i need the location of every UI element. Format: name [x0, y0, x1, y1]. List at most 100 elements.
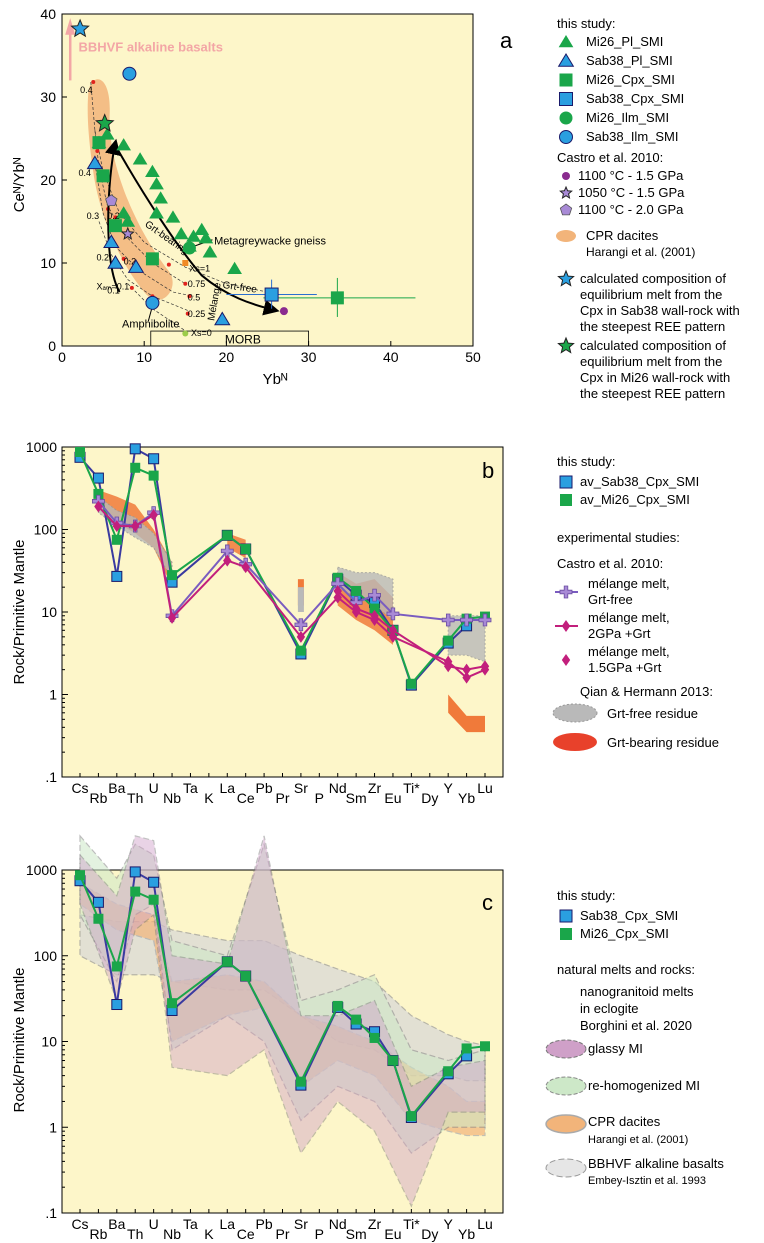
series-1-4-pt-Zr: [370, 609, 379, 622]
legend-c-this-study: this study:: [557, 888, 616, 903]
point-Mi26_Pl_SMI-8: [165, 210, 181, 223]
spider-1-ytick-label-2: 10: [41, 604, 57, 620]
spider-1-cat-P: P: [315, 790, 324, 806]
legend-c-bbhvf: BBHVF alkaline basalts: [588, 1156, 724, 1171]
spider-2-cat-Ba: Ba: [108, 1216, 125, 1232]
series-1-2-pt-La: [220, 544, 234, 558]
series-1-1-pt-U: [148, 470, 159, 481]
legend-c-rehomog-swatch: [545, 1076, 587, 1096]
castro-point-2-0: [105, 194, 118, 207]
series-1-3-pt-Yb: [462, 671, 471, 684]
series-1-1-pt-La: [222, 530, 233, 541]
spider-1-cat-Y: Y: [444, 780, 454, 796]
series-1-1-pt-Y: [443, 635, 454, 646]
series-1-0-pt-Ba: [111, 570, 123, 582]
point-Mi26_Pl_SMI-3: [132, 152, 148, 165]
a-xtick-label-5: 50: [465, 349, 481, 365]
mixing-point-6: [183, 281, 188, 286]
legend-b-marker-0: [559, 475, 573, 489]
legend-b-castro-0-l2: Grt-free: [588, 592, 633, 607]
legend-c-bbhvf-swatch: [545, 1158, 587, 1178]
legend-a-calc-1-line-1: equilibrium melt from the: [580, 354, 722, 369]
point-Mi26_Pl_SMI-4: [145, 164, 160, 177]
spider-2-cat-K: K: [204, 1226, 214, 1242]
series-2-1-pt-Sr: [295, 1076, 306, 1087]
point-Mi26_Pl_SMI-5: [149, 177, 164, 190]
a-ytick-label-0: 0: [48, 338, 56, 354]
point-Sab38_Ilm_SMI-0: [122, 66, 137, 81]
panel-b-y-axis-label: Rock/Primitive Mantle: [11, 539, 28, 684]
calculated-melt-Sab38: [70, 18, 90, 38]
spider-1-cat-Ta: Ta: [183, 780, 198, 796]
series-2-1-pt-Ti*: [406, 1111, 417, 1122]
amphibolite-label: Amphibolite: [122, 319, 179, 331]
spider-2-cat-Ti*: Ti*: [403, 1216, 420, 1232]
spider-1-cat-Dy: Dy: [421, 790, 438, 806]
legend-b-grt-bearing-swatch: [553, 733, 597, 751]
bbhvf-label: BBHVF alkaline basalts: [78, 39, 223, 54]
legend-a-this-study: this study:: [557, 16, 616, 31]
spider-2-cat-Dy: Dy: [421, 1226, 438, 1242]
legend-a-calc-0-line-3: the steepest REE pattern: [580, 319, 725, 334]
series-2-1-pt-Th: [130, 886, 141, 897]
series-1-1-pt-Rb: [93, 488, 104, 499]
tick-025: 0.25: [188, 309, 206, 319]
mixing-point-7: [187, 294, 192, 299]
legend-a-marker-Sab38_Pl_SMI: [557, 53, 575, 67]
spider-2-cat-Pr: Pr: [276, 1226, 290, 1242]
legend-c-swatches: [545, 1039, 587, 1178]
series-2-0-pt-U: [148, 876, 160, 888]
curve-tick-label-5: 0.2: [124, 257, 137, 267]
spider-2-cat-Ce: Ce: [237, 1226, 255, 1242]
series-2-1-pt-Nb: [167, 998, 178, 1009]
panel-c-letter: c: [482, 890, 493, 915]
spider-1-cat-Pb: Pb: [256, 780, 273, 796]
spider-1-cat-Ba: Ba: [108, 780, 125, 796]
xam-label: Xₐₘ=0.1: [97, 282, 130, 292]
point-Mi26_Cpx_SMI-2: [108, 219, 122, 233]
legend-a-label-Sab38_Cpx_SMI: Sab38_Cpx_SMI: [586, 91, 684, 106]
legend-c-natural-title: natural melts and rocks:: [557, 962, 695, 977]
spider-2-cat-Ta: Ta: [183, 1216, 198, 1232]
a-ytick-label-4: 40: [40, 6, 56, 22]
legend-b-castro-title: Castro et al. 2010:: [557, 556, 663, 571]
castro-point-1-0: [120, 226, 135, 240]
legend-a-castro-marker-1: [559, 185, 573, 199]
spider-2-cat-Sr: Sr: [294, 1216, 308, 1232]
mixing-point-5: [129, 285, 134, 290]
legend-a-castro-marker-0: [562, 172, 570, 180]
legend-c-cpr-swatch: [545, 1114, 587, 1134]
spider-2-ytick-label-2: 10: [41, 1034, 57, 1050]
legend-c-marker-0: [559, 909, 573, 923]
point-Sab38_Pl_SMI-3: [214, 311, 231, 326]
spider-2-cat-Cs: Cs: [71, 1216, 88, 1232]
point-Sab38_Pl_SMI-0: [103, 234, 120, 248]
panel-c-legend: this study: Sab38_Cpx_SMI Mi26_Cpx_SMI na…: [545, 888, 724, 1187]
legend-c-marker-1: [560, 928, 572, 940]
legend-a-marker-Sab38_Ilm_SMI: [559, 130, 573, 144]
legend-c-items: Sab38_Cpx_SMI Mi26_Cpx_SMI: [559, 908, 678, 941]
mixing-point-0: [91, 80, 96, 85]
point-Sab38_Cpx_SMI-0: [264, 287, 279, 302]
point-Mi26_Pl_SMI-6: [153, 191, 168, 204]
spider-2-cat-La: La: [219, 1216, 235, 1232]
series-1-3-pt-Nd: [333, 591, 342, 604]
legend-c-rehomog: re-homogenized MI: [588, 1078, 700, 1093]
a-xtick-label-0: 0: [58, 349, 66, 365]
arrow-grt-bearing-up: [105, 138, 121, 293]
curve-tick-label-0: 0.4: [80, 85, 93, 95]
point-Mi26_Cpx_SMI-0: [96, 169, 110, 183]
legend-b-qian-title: Qian & Hermann 2013:: [580, 684, 713, 699]
panel-a-legend: this study: Mi26_Pl_SMISab38_Pl_SMIMi26_…: [556, 16, 740, 401]
legend-b-castro-marker-0: [559, 585, 573, 599]
spider-2-cat-Th: Th: [127, 1226, 143, 1242]
curve-tick-label-2: 0.3: [87, 211, 100, 221]
spider-1-cat-La: La: [219, 780, 235, 796]
legend-a-label-Mi26_Ilm_SMI: Mi26_Ilm_SMI: [586, 110, 669, 125]
legend-b-qian-1: Grt-bearing residue: [607, 735, 719, 750]
spider-2-cat-Nd: Nd: [329, 1216, 347, 1232]
